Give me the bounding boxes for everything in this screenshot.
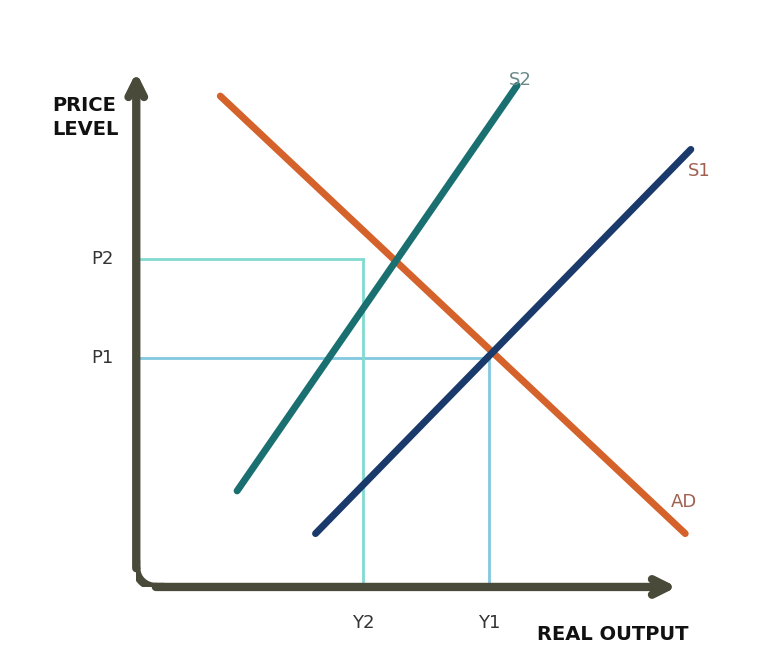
- Text: REAL OUTPUT: REAL OUTPUT: [537, 626, 688, 644]
- Text: P1: P1: [92, 349, 114, 366]
- Text: Y2: Y2: [352, 614, 375, 632]
- Text: AD: AD: [671, 493, 697, 510]
- Text: Y1: Y1: [478, 614, 500, 632]
- Text: P2: P2: [92, 250, 114, 267]
- Text: PRICE
LEVEL: PRICE LEVEL: [53, 96, 119, 139]
- Text: S2: S2: [509, 71, 531, 89]
- Text: S1: S1: [688, 162, 711, 179]
